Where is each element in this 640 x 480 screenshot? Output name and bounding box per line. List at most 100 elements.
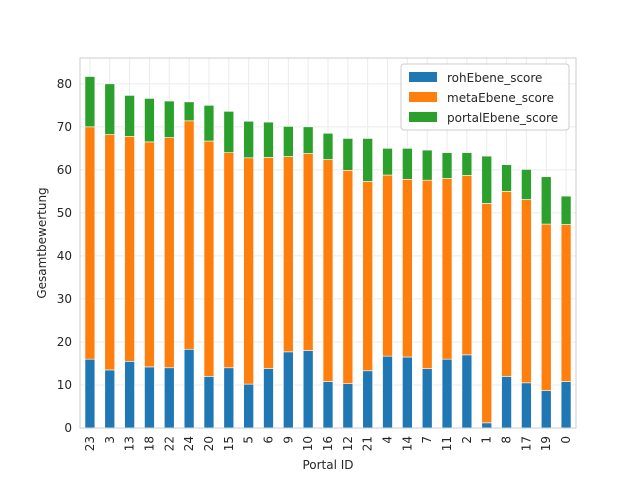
x-tick-label: 20 (202, 436, 216, 451)
bar-segment-rohEbene_score-portal-12 (342, 383, 354, 429)
bar-segment-metaEbene_score-portal-19 (540, 223, 552, 391)
bar-segment-portalEbene_score-portal-17 (521, 169, 532, 200)
bar-segment-portalEbene_score-portal-14 (402, 148, 413, 180)
bar-segment-metaEbene_score-portal-5 (243, 157, 254, 385)
bar-segment-metaEbene_score-portal-8 (501, 191, 512, 377)
bar-segment-portalEbene_score-portal-18 (144, 98, 155, 143)
bar-segment-rohEbene_score-portal-17 (521, 382, 532, 429)
bar-segment-rohEbene_score-portal-22 (164, 367, 175, 429)
bar-segment-portalEbene_score-portal-24 (183, 101, 195, 122)
bar-segment-rohEbene_score-portal-24 (183, 348, 195, 429)
x-tick-label: 5 (242, 436, 256, 444)
bar-segment-portalEbene_score-portal-4 (382, 148, 393, 176)
x-tick-label: 3 (103, 436, 117, 444)
bar-segment-portalEbene_score-portal-5 (243, 120, 254, 159)
bar-segment-rohEbene_score-portal-2 (461, 354, 473, 429)
x-tick-label: 12 (341, 436, 355, 451)
x-tick-label: 2 (460, 436, 474, 444)
bar-segment-portalEbene_score-portal-7 (421, 149, 433, 181)
x-tick-label: 6 (261, 436, 275, 444)
x-tick-label: 15 (222, 436, 236, 451)
bar-segment-metaEbene_score-portal-17 (521, 199, 532, 384)
legend-swatch (409, 112, 437, 122)
bar-segment-metaEbene_score-portal-11 (441, 178, 453, 360)
bar-segment-rohEbene_score-portal-8 (501, 376, 512, 429)
bar-segment-portalEbene_score-portal-3 (104, 83, 116, 135)
bar-segment-rohEbene_score-portal-3 (104, 369, 116, 429)
bar-segment-metaEbene_score-portal-14 (402, 179, 413, 358)
bar-segment-portalEbene_score-portal-8 (501, 164, 512, 192)
bar-segment-rohEbene_score-portal-19 (540, 390, 552, 429)
bar-segment-rohEbene_score-portal-16 (322, 381, 334, 429)
bar-segment-rohEbene_score-portal-5 (243, 383, 254, 429)
bar-segment-metaEbene_score-portal-1 (481, 203, 492, 424)
x-tick-label: 16 (321, 436, 335, 451)
bar-segment-metaEbene_score-portal-24 (183, 120, 195, 350)
bar-segment-rohEbene_score-portal-13 (124, 361, 135, 429)
bars (84, 76, 572, 429)
legend: rohEbene_score metaEbene_score portalEbene… (400, 63, 570, 131)
x-tick-label: 8 (500, 436, 514, 444)
bar-segment-portalEbene_score-portal-9 (283, 126, 294, 157)
bar-segment-metaEbene_score-portal-6 (263, 157, 274, 369)
bar-segment-metaEbene_score-portal-15 (223, 152, 235, 369)
legend-swatch (409, 92, 437, 102)
y-tick-label: 10 (57, 378, 72, 392)
y-axis-label: Gesamtbewertung (35, 187, 49, 298)
y-tick-label: 50 (57, 206, 72, 220)
bar-segment-portalEbene_score-portal-16 (322, 132, 334, 160)
bar-segment-portalEbene_score-portal-11 (441, 152, 453, 179)
bar-segment-portalEbene_score-portal-6 (263, 121, 274, 158)
bar-segment-metaEbene_score-portal-7 (421, 179, 433, 369)
x-axis-ticks: 23 3 13 18 22 24 20 15 5 6 9 10 16 12 21 4 14 7 11 2 1 8 17 19 0 (83, 436, 573, 451)
bar-segment-portalEbene_score-portal-12 (342, 138, 354, 171)
bar-segment-rohEbene_score-portal-0 (560, 381, 572, 429)
bar-segment-metaEbene_score-portal-21 (362, 181, 373, 372)
y-tick-label: 20 (57, 335, 72, 349)
x-tick-label: 13 (123, 436, 137, 451)
x-tick-label: 17 (519, 436, 533, 451)
bar-segment-metaEbene_score-portal-3 (104, 134, 116, 371)
x-tick-label: 7 (420, 436, 434, 444)
y-tick-label: 70 (57, 120, 72, 134)
bar-segment-metaEbene_score-portal-0 (560, 224, 572, 382)
bar-segment-metaEbene_score-portal-13 (124, 136, 135, 362)
bar-segment-portalEbene_score-portal-21 (362, 138, 373, 182)
x-tick-label: 0 (559, 436, 573, 444)
bar-segment-portalEbene_score-portal-1 (481, 155, 492, 204)
bar-segment-metaEbene_score-portal-23 (84, 126, 96, 360)
x-tick-label: 11 (440, 436, 454, 451)
y-axis-ticks: 0 10 20 30 40 50 60 70 80 (57, 77, 72, 435)
bar-segment-metaEbene_score-portal-22 (164, 137, 175, 369)
bar-segment-rohEbene_score-portal-18 (144, 366, 155, 429)
bar-segment-portalEbene_score-portal-13 (124, 95, 135, 137)
bar-segment-portalEbene_score-portal-20 (203, 105, 215, 142)
bar-segment-rohEbene_score-portal-11 (441, 358, 453, 429)
bar-segment-rohEbene_score-portal-6 (263, 368, 274, 429)
bar-segment-rohEbene_score-portal-21 (362, 370, 373, 429)
x-tick-label: 9 (281, 436, 295, 444)
bar-segment-portalEbene_score-portal-0 (560, 195, 572, 225)
bar-segment-rohEbene_score-portal-15 (223, 367, 235, 429)
plot-frame (79, 57, 577, 429)
bar-segment-metaEbene_score-portal-16 (322, 159, 334, 382)
bar-segment-rohEbene_score-portal-14 (402, 356, 413, 429)
legend-swatch (409, 72, 437, 82)
legend-entry: rohEbene_score (447, 71, 542, 85)
x-tick-label: 24 (182, 436, 196, 451)
bar-segment-metaEbene_score-portal-4 (382, 174, 393, 357)
bar-segment-metaEbene_score-portal-2 (461, 175, 473, 356)
bar-segment-portalEbene_score-portal-15 (223, 111, 235, 153)
x-tick-label: 21 (361, 436, 375, 451)
x-tick-label: 10 (301, 436, 315, 451)
y-tick-label: 80 (57, 77, 72, 91)
bar-segment-rohEbene_score-portal-7 (421, 368, 433, 429)
bar-segment-portalEbene_score-portal-2 (461, 152, 473, 176)
legend-box (400, 63, 570, 131)
bar-segment-metaEbene_score-portal-18 (144, 141, 155, 368)
y-tick-label: 0 (64, 421, 72, 435)
bar-segment-metaEbene_score-portal-20 (203, 140, 215, 377)
bar-segment-portalEbene_score-portal-19 (540, 176, 552, 225)
bar-segment-portalEbene_score-portal-10 (302, 126, 314, 154)
